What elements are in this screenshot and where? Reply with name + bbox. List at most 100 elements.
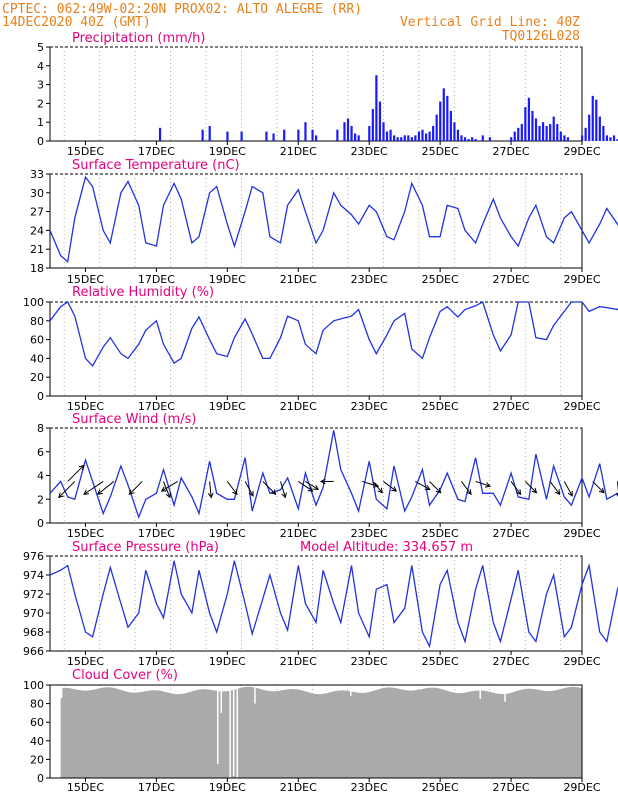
cloud-bar — [200, 689, 203, 778]
cloud-bar — [120, 690, 124, 778]
y-tick-label: 20 — [30, 753, 44, 766]
cloud-bar — [447, 691, 450, 778]
cloud-bar — [339, 690, 342, 778]
precip-bar — [336, 129, 339, 141]
precip-bar — [297, 129, 300, 141]
cloud-bar — [376, 689, 379, 778]
cloud-bar — [358, 692, 361, 778]
x-tick-label: 15DEC — [67, 781, 104, 794]
cloud-bar — [174, 694, 177, 778]
cloud-bar — [523, 689, 526, 778]
cloud-bar — [454, 692, 457, 778]
precip-bar — [471, 137, 474, 141]
cloud-bar — [323, 693, 326, 778]
cloud-bar — [507, 693, 510, 778]
y-tick-label: 60 — [30, 334, 44, 347]
cloud-bar — [287, 689, 290, 778]
wind-arrow-head — [207, 492, 214, 499]
cloud-bar — [94, 689, 97, 778]
precip-bar — [357, 135, 360, 141]
precip-bar — [428, 131, 431, 141]
precip-bar — [588, 114, 591, 141]
cloud-bar — [562, 688, 565, 778]
panel-title: Precipitation (mm/h) — [72, 31, 205, 46]
cloud-bar — [511, 692, 514, 778]
cloud-bar — [275, 691, 278, 778]
x-tick-label: 29DEC — [563, 527, 600, 540]
x-tick-label: 19DEC — [209, 655, 246, 668]
cloud-bar — [232, 776, 235, 778]
cloud-bar — [248, 686, 251, 778]
cloud-bar — [64, 687, 67, 778]
cloud-bar — [321, 693, 324, 778]
header-date: 14DEC2020 40Z (GMT) — [2, 15, 151, 30]
cloud-bar — [535, 689, 538, 778]
cloud-bar — [527, 688, 530, 778]
y-tick-label: 0 — [37, 517, 44, 530]
precip-bar — [410, 137, 413, 141]
panel-frame-overlay — [49, 684, 583, 779]
wind-arrow-head — [615, 493, 618, 497]
cloud-bar — [161, 691, 164, 778]
cloud-bar — [477, 690, 480, 778]
wind-arrow-head — [598, 487, 605, 494]
cloud-bar — [310, 693, 313, 778]
cloud-bar — [475, 690, 478, 778]
wind-arrow — [415, 481, 430, 490]
cloud-bar — [170, 693, 173, 778]
wind-arrow-head — [248, 490, 254, 497]
cloud-bar — [67, 688, 70, 778]
cloud-bar — [230, 690, 233, 778]
cloud-bar — [484, 690, 487, 778]
y-tick-label: 4 — [37, 470, 44, 483]
wind-arrow-head — [531, 487, 538, 494]
cloud-bar — [317, 694, 320, 778]
cloud-bar — [433, 687, 436, 778]
cloud-bar — [257, 688, 260, 778]
wind-arrow-head — [307, 486, 314, 492]
cloud-bar — [259, 688, 262, 778]
precip-bar — [488, 137, 491, 141]
cloud-bar — [184, 693, 187, 778]
wind-arrow-head — [424, 484, 431, 490]
cloud-bar — [103, 687, 106, 778]
cloud-bar — [390, 687, 393, 778]
cloud-bar — [560, 688, 563, 778]
x-tick-label: 19DEC — [209, 781, 246, 794]
cloud-bar — [268, 690, 271, 778]
cloud-bar — [363, 692, 366, 778]
x-tick-label: 29DEC — [563, 655, 600, 668]
cloud-bar — [92, 689, 95, 778]
cloud-bar — [578, 687, 581, 778]
cloud-bar — [241, 687, 244, 778]
cloud-bar — [193, 690, 196, 778]
cloud-bar — [349, 696, 352, 778]
cloud-bar — [305, 691, 308, 778]
precip-bar — [456, 129, 460, 141]
y-tick-label: 27 — [30, 206, 44, 219]
cloud-bar — [198, 689, 202, 778]
cloud-bar — [165, 692, 168, 778]
cloud-bar — [550, 690, 553, 778]
wind-arrow — [129, 481, 143, 495]
y-tick-label: 2 — [37, 97, 44, 110]
x-tick-label: 17DEC — [138, 400, 175, 413]
cloud-bar — [218, 691, 221, 778]
y-tick-label: 974 — [23, 569, 44, 582]
cloud-bar — [385, 687, 388, 778]
precip-bar — [371, 109, 374, 141]
cloud-bar — [576, 687, 579, 778]
precip-bar — [605, 135, 609, 141]
cloud-bar — [151, 690, 154, 778]
cloud-bar — [340, 690, 343, 778]
cloud-bar — [298, 689, 301, 778]
cloud-bar — [209, 689, 212, 778]
precip-bar — [520, 124, 523, 141]
x-tick-label: 25DEC — [422, 145, 459, 158]
cloud-bar — [128, 692, 131, 778]
cloud-bar — [234, 689, 237, 778]
wind-arrow-head — [270, 489, 277, 495]
cloud-bar — [498, 693, 501, 778]
cloud-bar — [266, 690, 269, 778]
cloud-bar — [367, 692, 370, 778]
